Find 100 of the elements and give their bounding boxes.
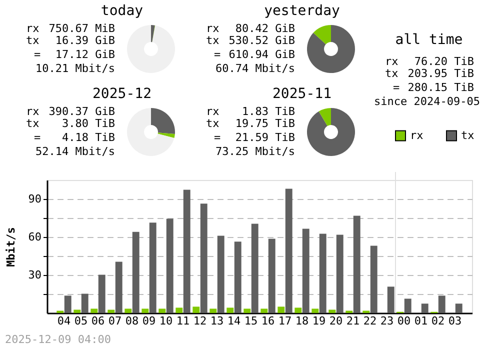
text: all time xyxy=(395,32,463,48)
x-tick-label: 22 xyxy=(363,314,377,328)
y-tick-label: 90 xyxy=(28,192,42,206)
bar xyxy=(328,310,336,313)
bar xyxy=(370,246,378,313)
bar xyxy=(319,234,326,313)
x-tick-label: 13 xyxy=(210,314,224,328)
bar xyxy=(294,308,302,313)
x-tick-label: 10 xyxy=(159,314,173,328)
chart-title: today xyxy=(100,3,144,19)
bar xyxy=(149,222,156,313)
bar xyxy=(108,310,115,313)
text: 73.25 Mbit/s xyxy=(216,145,295,158)
x-tick-label: 05 xyxy=(74,314,88,328)
x-tick-label: 14 xyxy=(227,314,241,328)
text: = 280.15 TiB xyxy=(393,81,474,94)
text: rx 80.42 GiB xyxy=(206,22,295,35)
bar xyxy=(64,296,72,313)
bar xyxy=(234,242,242,313)
text: rx 750.67 MiB xyxy=(26,22,116,35)
x-tick-label: 19 xyxy=(312,314,326,328)
bar xyxy=(336,234,344,313)
x-tick-label: 08 xyxy=(125,314,139,328)
bar xyxy=(183,190,190,313)
donut-slice xyxy=(127,25,175,73)
bar xyxy=(285,188,292,313)
bar xyxy=(200,204,208,313)
bar xyxy=(115,262,122,313)
x-tick-label: 17 xyxy=(278,314,292,328)
text: = 4.18 TiB xyxy=(34,131,115,144)
x-tick-label: 06 xyxy=(91,314,105,328)
bar xyxy=(353,216,360,313)
y-tick-label: 60 xyxy=(28,230,42,244)
x-tick-label: 02 xyxy=(431,314,445,328)
x-tick-label: 21 xyxy=(346,314,360,328)
x-tick-label: 16 xyxy=(261,314,275,328)
text: 52.14 Mbit/s xyxy=(36,145,115,158)
bar xyxy=(132,232,140,313)
text: rx 390.37 GiB xyxy=(26,105,116,118)
bar xyxy=(268,238,276,313)
bar xyxy=(387,286,394,313)
donut-slice xyxy=(307,108,355,156)
donut-slice xyxy=(127,108,174,156)
text: tx 16.39 GiB xyxy=(26,34,115,47)
bar xyxy=(142,308,149,313)
donut-slice xyxy=(313,25,331,44)
text: rx 76.20 TiB xyxy=(385,55,474,68)
x-tick-label: 18 xyxy=(295,314,309,328)
text: tx 530.52 GiB xyxy=(206,34,296,47)
x-tick-label: 20 xyxy=(329,314,343,328)
x-tick-label: 00 xyxy=(397,314,411,328)
x-tick-label: 12 xyxy=(193,314,207,328)
bar xyxy=(226,308,234,313)
text: = 17.12 GiB xyxy=(34,48,115,61)
text: tx 3.80 TiB xyxy=(26,117,115,130)
bar xyxy=(81,294,88,313)
text: = 21.59 TiB xyxy=(214,131,295,144)
bar xyxy=(124,308,132,313)
y-tick-label: 30 xyxy=(28,268,42,282)
donut-slice xyxy=(307,25,355,73)
text: since 2024-09-05 xyxy=(374,95,480,108)
bar xyxy=(404,298,412,313)
bar xyxy=(74,310,81,313)
x-tick-label: 09 xyxy=(142,314,156,328)
text: rx 1.83 TiB xyxy=(206,105,295,118)
x-tick-label: 11 xyxy=(176,314,190,328)
x-tick-label: 15 xyxy=(244,314,258,328)
donut-slice xyxy=(318,108,331,126)
bar xyxy=(166,218,174,313)
text: 10.21 Mbit/s xyxy=(36,62,115,75)
x-tick-label: 23 xyxy=(380,314,394,328)
bar xyxy=(278,306,285,313)
text: tx 203.95 TiB xyxy=(385,67,474,80)
chart-title: yesterday xyxy=(264,3,340,19)
text: 2025-12-09 04:00 xyxy=(5,333,111,346)
bar xyxy=(217,236,224,313)
bar xyxy=(302,228,310,313)
x-tick-label: 03 xyxy=(448,314,462,328)
bar xyxy=(455,304,462,313)
chart-title: 2025-12 xyxy=(92,86,152,102)
bar xyxy=(260,308,268,313)
legend-label: rx xyxy=(410,128,424,142)
text: tx 19.75 TiB xyxy=(206,117,295,130)
chart-title: 2025-11 xyxy=(272,86,332,102)
y-axis-title: Mbit/s xyxy=(4,227,18,267)
bar xyxy=(176,308,183,313)
bar xyxy=(244,308,251,313)
bar xyxy=(438,296,446,313)
x-tick-label: 04 xyxy=(57,314,71,328)
bar xyxy=(158,308,166,313)
bar xyxy=(251,224,258,313)
bar xyxy=(90,308,98,313)
donut-slice xyxy=(151,108,175,134)
donut-slice xyxy=(158,132,175,138)
legend-label: tx xyxy=(461,128,475,142)
bar xyxy=(210,308,217,313)
x-tick-label: 07 xyxy=(108,314,122,328)
bar xyxy=(312,308,319,313)
bar xyxy=(98,274,106,313)
text: 60.74 Mbit/s xyxy=(216,62,295,75)
